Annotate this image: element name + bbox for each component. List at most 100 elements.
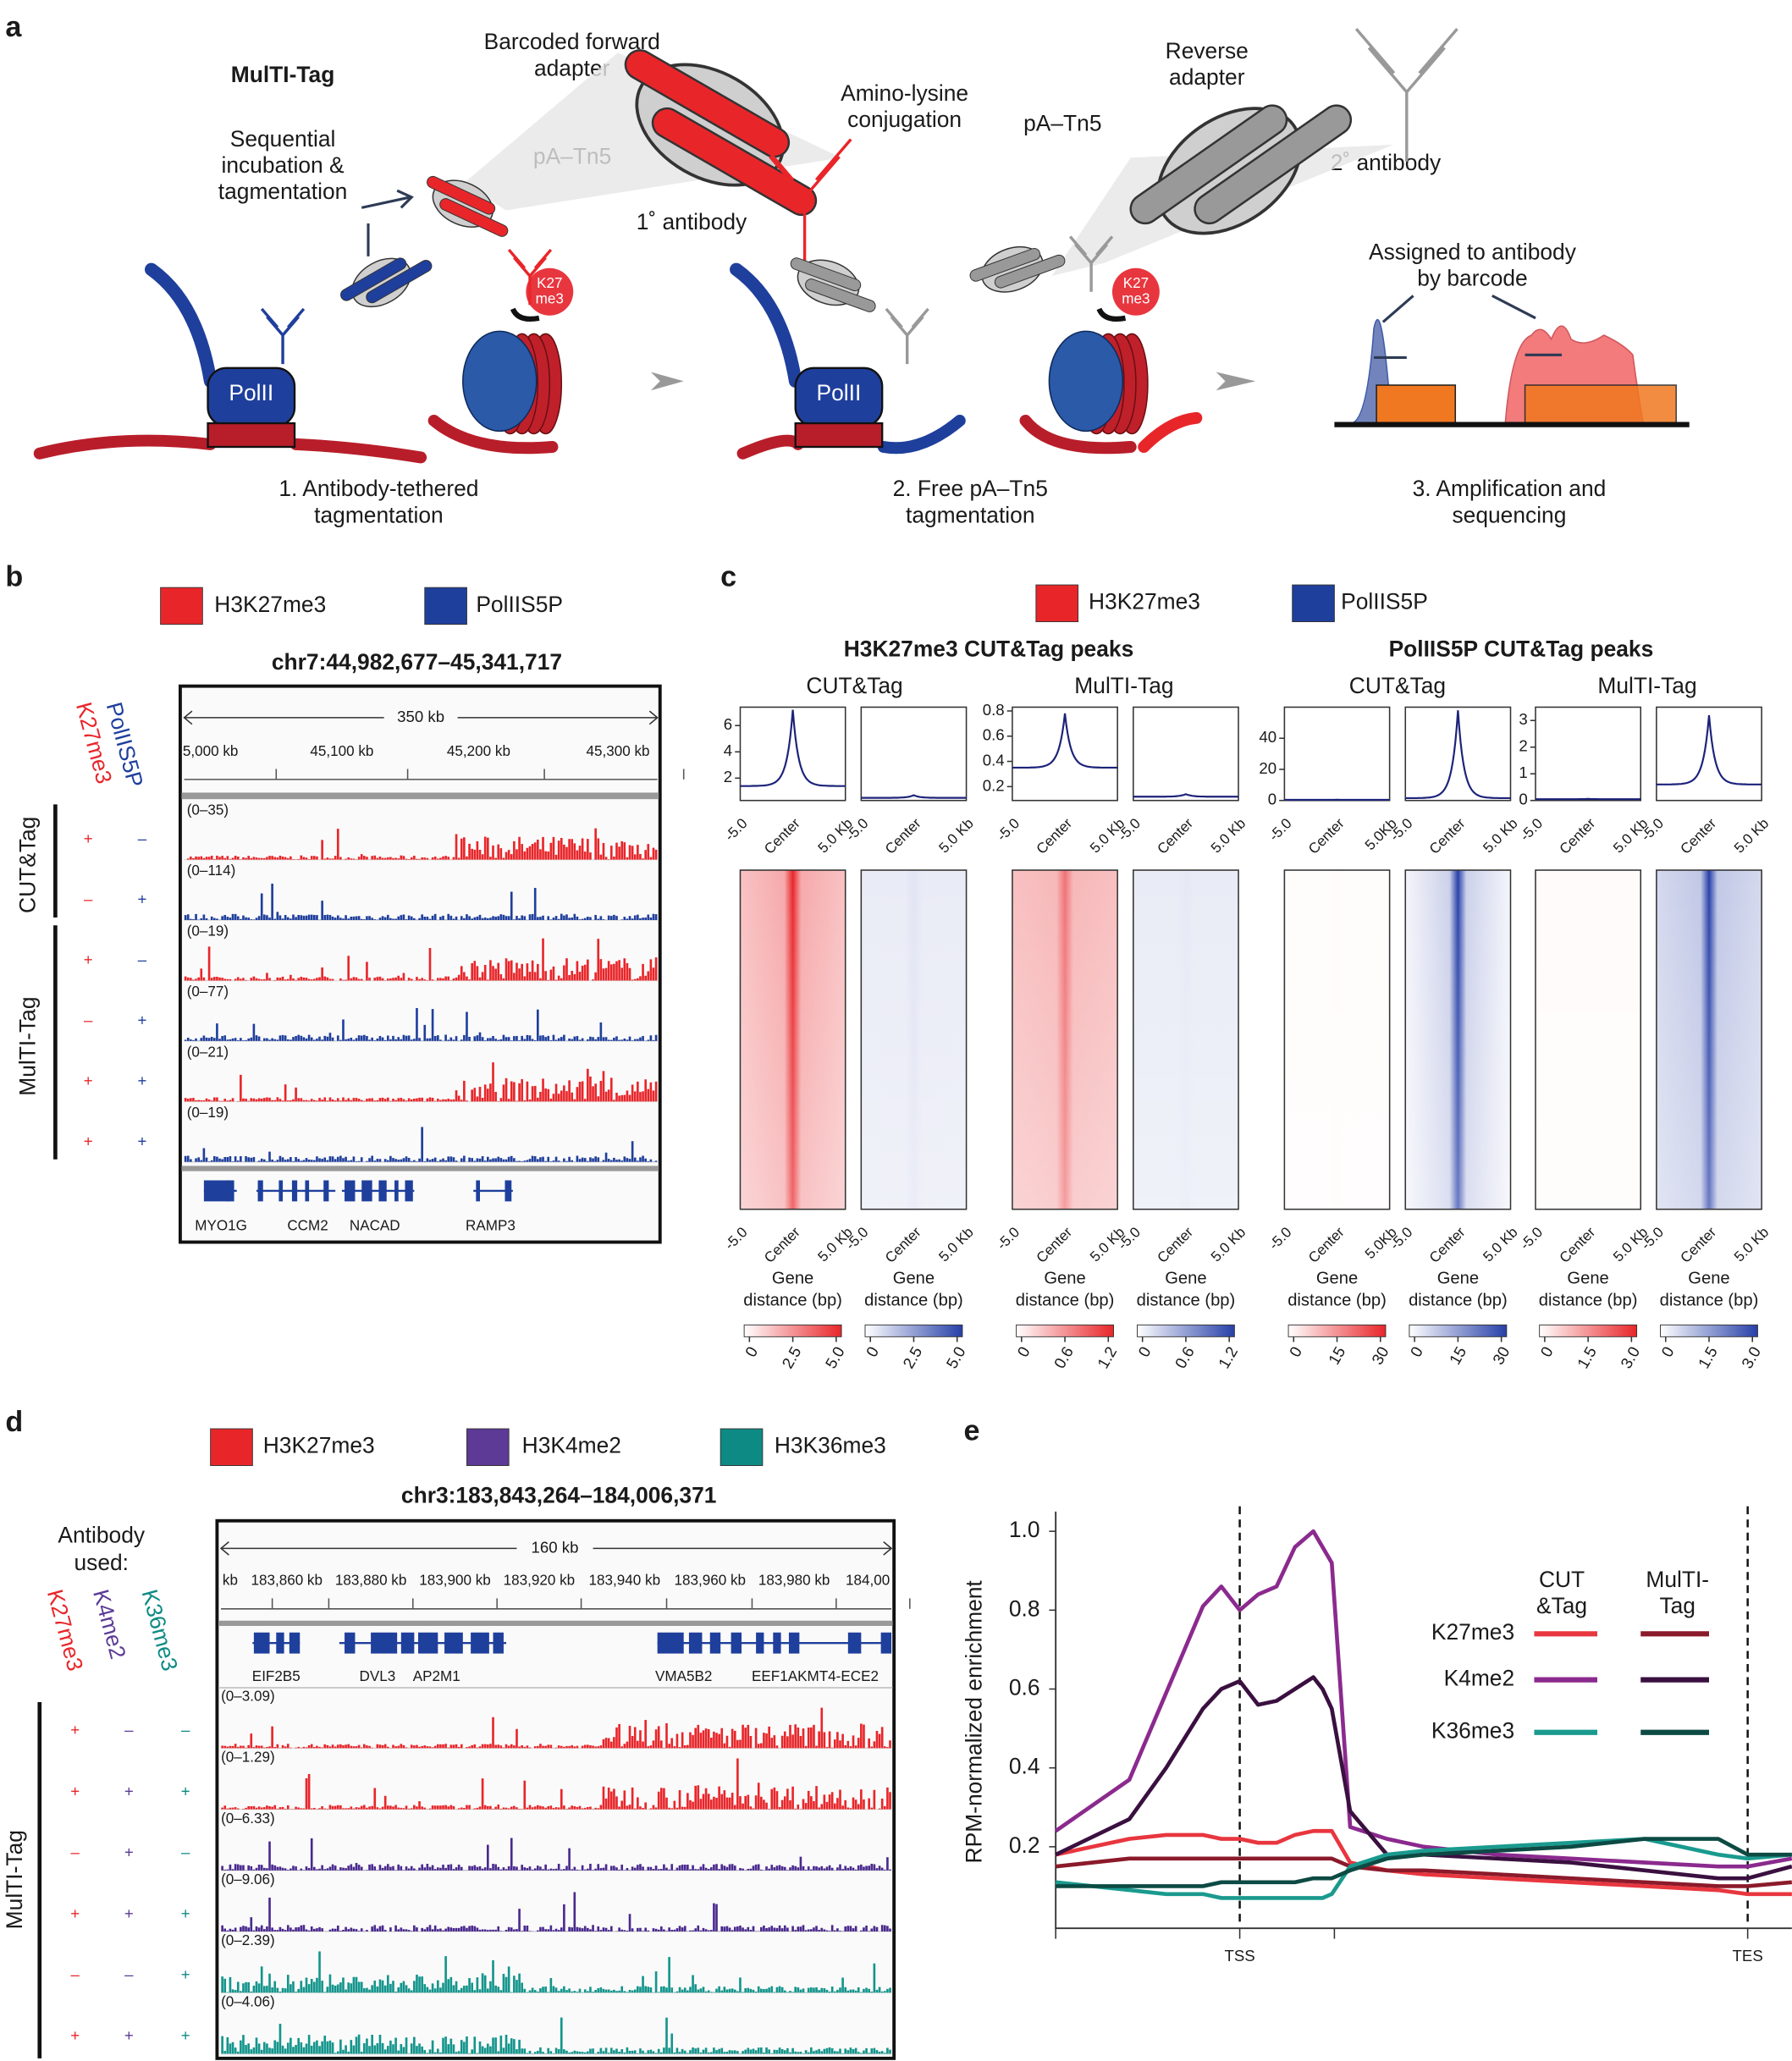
exon: [291, 1180, 298, 1202]
exon: [226, 1180, 234, 1202]
adapter: [439, 198, 509, 237]
label: 15: [1325, 1343, 1349, 1367]
label: +: [181, 1904, 190, 1922]
label: (0–1.29): [221, 1750, 275, 1766]
minor-ticks: [1055, 1928, 1336, 1939]
label: K4me2: [1444, 1666, 1515, 1691]
label: tagmentation: [906, 502, 1035, 527]
label: distance (bp): [1287, 1292, 1387, 1310]
label: +: [84, 829, 93, 847]
label: +: [137, 1011, 146, 1029]
label: VMA5B2: [655, 1668, 712, 1684]
signal-track: [184, 1127, 658, 1162]
label: 0: [1134, 1343, 1154, 1359]
label: RAMP3: [466, 1217, 516, 1233]
label: –: [84, 890, 93, 908]
label: Center: [1305, 1224, 1348, 1266]
label: -5.0: [721, 1224, 750, 1253]
label: 183,960 kb: [675, 1573, 747, 1589]
label: Gene: [1437, 1269, 1479, 1287]
label: 5.0 Kb: [1731, 1224, 1772, 1265]
profile-frame: [1133, 706, 1239, 802]
label: 0.2: [1009, 1832, 1040, 1858]
label: Center: [1678, 815, 1720, 857]
exon: [305, 1180, 310, 1202]
label: 1.5: [1574, 1343, 1600, 1371]
label: Center: [1305, 815, 1348, 857]
label: -5.0: [994, 1224, 1023, 1253]
label: 5.0 Kb: [935, 815, 976, 856]
label: +: [181, 2026, 190, 2044]
label: (0–9.06): [221, 1871, 275, 1887]
dna: [33, 434, 217, 460]
label: Amino-lysine: [841, 80, 968, 106]
label: (0–19): [187, 1105, 229, 1121]
label: –: [71, 1843, 80, 1861]
label: (0–35): [187, 802, 229, 818]
label: Center: [1678, 1224, 1720, 1266]
label: K36me3: [137, 1587, 183, 1674]
dna: [1138, 411, 1203, 453]
scale-bg: [516, 1537, 593, 1559]
label: –: [181, 1721, 190, 1739]
pa-tn5: [340, 257, 433, 308]
label: distance (bp): [743, 1292, 842, 1310]
label: Center: [1034, 1224, 1076, 1266]
exon: [203, 1180, 230, 1202]
label: 2: [1519, 737, 1527, 755]
exon: [493, 1632, 504, 1654]
read-box: [1376, 384, 1457, 424]
label: 0.8: [1009, 1595, 1040, 1621]
signal-track: [184, 938, 658, 981]
exon: [278, 1180, 284, 1202]
label: distance (bp): [1137, 1292, 1236, 1310]
exon: [257, 1180, 263, 1202]
read-box: [1524, 384, 1677, 424]
label: (0–3.09): [221, 1688, 275, 1704]
exon: [405, 1180, 413, 1202]
k27-mark: [526, 267, 574, 316]
label: Reverse: [1166, 38, 1249, 63]
label: K27me3: [1431, 1619, 1514, 1645]
heatmap-fade: [1406, 870, 1510, 1209]
label: NACAD: [350, 1217, 400, 1233]
label: Center: [1034, 815, 1076, 857]
label: 30: [1368, 1343, 1392, 1367]
label: Gene: [893, 1269, 935, 1287]
label: 0.8: [983, 701, 1005, 719]
label: &Tag: [1536, 1593, 1587, 1618]
label: (0–2.39): [221, 1932, 275, 1948]
label: (0–6.33): [221, 1810, 275, 1827]
exon: [756, 1632, 764, 1654]
antibody: [260, 307, 306, 365]
label: Center: [1426, 1224, 1469, 1266]
exon: [400, 1632, 415, 1654]
adapter: [624, 49, 791, 158]
label: (0–4.06): [221, 1993, 275, 2009]
label: incubation &: [221, 152, 345, 178]
profile-line: [1133, 793, 1239, 798]
label: PolIIS5P: [476, 592, 563, 617]
separator: [181, 1166, 659, 1171]
signal-track: [221, 1758, 891, 1810]
legend-swatch: [210, 1428, 253, 1466]
label: +: [70, 1904, 80, 1922]
exon: [371, 1632, 398, 1654]
label: 4: [724, 741, 732, 759]
linker: [1096, 307, 1127, 322]
label: Gene: [1044, 1269, 1085, 1287]
antibody: [1068, 235, 1114, 292]
label: Gene: [1688, 1269, 1729, 1287]
adapter: [651, 107, 818, 217]
separator: [218, 1620, 893, 1626]
label: Antibody: [58, 1522, 145, 1547]
label: PolII: [817, 380, 862, 405]
label: +: [181, 1782, 190, 1799]
label: Gene: [772, 1269, 813, 1287]
label: 1.5: [1695, 1343, 1721, 1371]
antibody-tether: [144, 262, 218, 389]
profile-frame: [1283, 706, 1391, 802]
label: distance (bp): [1539, 1292, 1638, 1310]
label: 1˚ antibody: [637, 209, 747, 234]
label: 0: [1536, 1343, 1556, 1359]
